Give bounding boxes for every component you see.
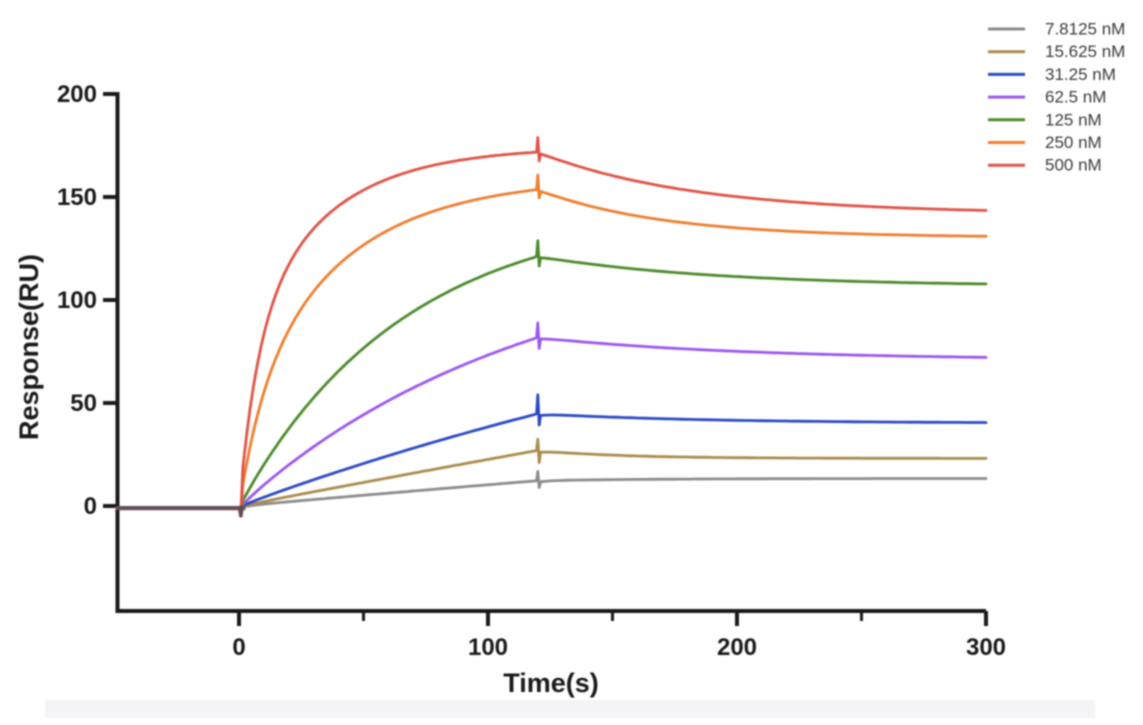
svg-text:Response(RU): Response(RU) xyxy=(14,254,44,440)
svg-text:200: 200 xyxy=(717,634,757,661)
svg-text:50: 50 xyxy=(70,390,97,417)
svg-text:0: 0 xyxy=(232,634,245,661)
svg-text:15.625 nM: 15.625 nM xyxy=(1045,42,1125,61)
svg-text:31.25 nM: 31.25 nM xyxy=(1045,65,1116,84)
svg-text:62.5 nM: 62.5 nM xyxy=(1045,88,1106,107)
svg-text:200: 200 xyxy=(57,81,97,108)
svg-text:125 nM: 125 nM xyxy=(1045,110,1102,129)
svg-text:250 nM: 250 nM xyxy=(1045,133,1102,152)
svg-text:100: 100 xyxy=(57,287,97,314)
svg-text:500 nM: 500 nM xyxy=(1045,156,1102,175)
svg-text:Time(s): Time(s) xyxy=(503,668,599,698)
svg-text:100: 100 xyxy=(468,634,508,661)
svg-text:150: 150 xyxy=(57,184,97,211)
svg-text:0: 0 xyxy=(84,493,97,520)
svg-text:300: 300 xyxy=(966,634,1006,661)
svg-text:7.8125 nM: 7.8125 nM xyxy=(1045,20,1125,39)
